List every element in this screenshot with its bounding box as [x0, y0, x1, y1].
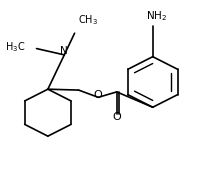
Text: H$_3$C: H$_3$C	[5, 40, 25, 54]
Text: N: N	[60, 46, 68, 56]
Text: NH$_2$: NH$_2$	[146, 9, 167, 23]
Text: O: O	[112, 112, 121, 122]
Text: O: O	[94, 90, 103, 100]
Text: CH$_3$: CH$_3$	[78, 13, 98, 27]
